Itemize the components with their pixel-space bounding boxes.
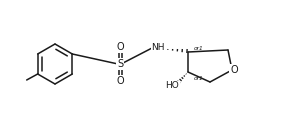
Text: NH: NH <box>151 44 165 52</box>
Text: or1: or1 <box>194 76 204 81</box>
Text: S: S <box>117 59 123 69</box>
Text: O: O <box>116 42 124 52</box>
Text: O: O <box>230 65 238 75</box>
Text: or1: or1 <box>194 45 204 51</box>
Text: HO: HO <box>165 82 179 90</box>
Text: O: O <box>116 76 124 86</box>
